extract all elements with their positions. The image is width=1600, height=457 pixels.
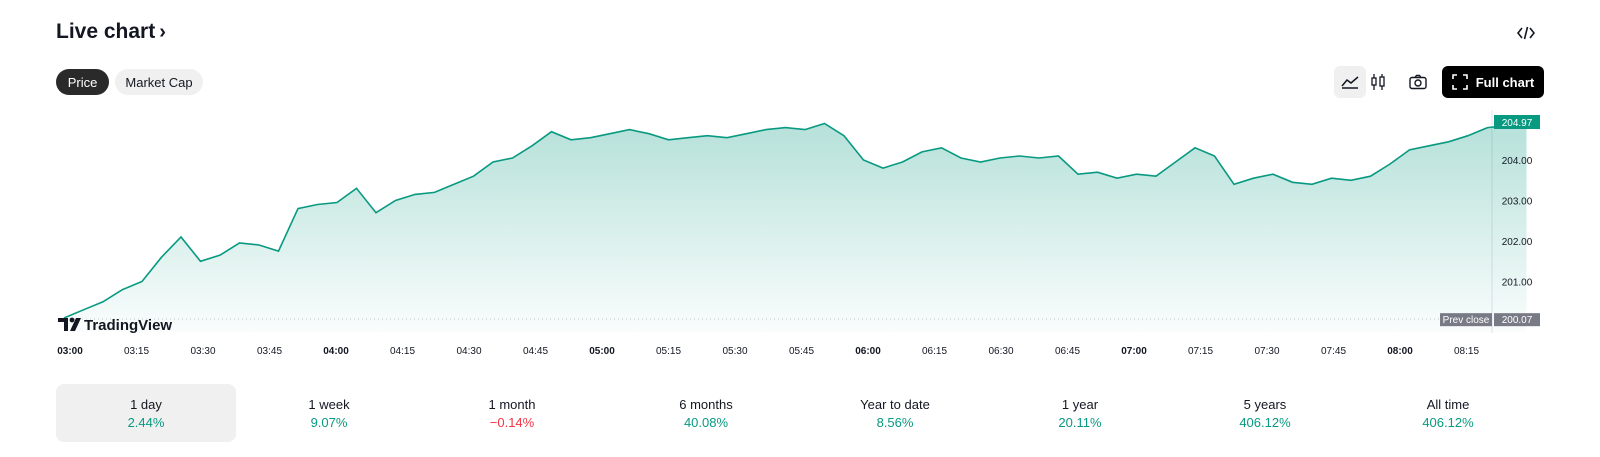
area-chart-button[interactable]	[1334, 66, 1366, 98]
period-tab[interactable]: All time 406.12%	[1358, 384, 1538, 442]
prev-close-tag	[1440, 313, 1492, 327]
code-icon[interactable]	[1512, 22, 1540, 44]
x-tick-label: 05:15	[656, 346, 681, 357]
period-tab[interactable]: 5 years 406.12%	[1175, 384, 1355, 442]
period-tab-label: 1 month	[488, 396, 536, 412]
x-tick-label: 08:15	[1454, 346, 1479, 357]
y-tick-label: 201.00	[1502, 278, 1533, 289]
period-tab-label: 5 years	[1243, 396, 1287, 412]
period-tab-label: 1 day	[130, 396, 162, 412]
period-tab-change: 8.56%	[876, 414, 914, 430]
price-line	[63, 120, 1527, 319]
x-tick-label: 03:15	[124, 346, 149, 357]
price-chart[interactable]: Prev close 200.07 204.97 204.00 203.00 202.00…	[0, 0, 1600, 370]
x-tick-label: 05:30	[722, 346, 747, 357]
prev-close-value-tag	[1494, 313, 1540, 327]
period-tab-change: 9.07%	[310, 414, 348, 430]
full-chart-button[interactable]: Full chart	[1442, 66, 1544, 98]
period-tab[interactable]: 1 year 20.11%	[990, 384, 1170, 442]
x-tick-label: 05:45	[789, 346, 814, 357]
price-toggle-label: Price	[67, 74, 98, 90]
full-chart-label: Full chart	[1475, 74, 1535, 90]
x-tick-label: 04:45	[523, 346, 548, 357]
candlestick-button[interactable]	[1362, 66, 1394, 98]
prev-close-value: 200.07	[1502, 315, 1533, 326]
period-tab[interactable]: 1 month −0.14%	[422, 384, 602, 442]
period-tab-change: 20.11%	[1058, 414, 1102, 430]
period-tab-change: 406.12%	[1422, 414, 1474, 430]
candlestick-icon	[1371, 74, 1385, 90]
period-tab-label: 1 year	[1061, 396, 1099, 412]
x-tick-label: 06:00	[855, 346, 881, 357]
area-chart-icon	[1341, 76, 1359, 89]
period-tab[interactable]: 1 week 9.07%	[239, 384, 419, 442]
y-tick-label: 203.00	[1502, 197, 1533, 208]
period-tab-label: Year to date	[860, 396, 930, 412]
page-title[interactable]: Live chart ›	[56, 20, 166, 44]
x-tick-label: 04:15	[390, 346, 415, 357]
x-tick-label: 08:00	[1387, 346, 1413, 357]
tradingview-logo-dot	[69, 317, 75, 323]
x-tick-label: 03:30	[190, 346, 215, 357]
x-tick-label: 07:45	[1321, 346, 1346, 357]
code-icon-svg	[1517, 26, 1535, 40]
chevron-right-icon: ›	[159, 20, 166, 43]
period-tab[interactable]: 6 months 40.08%	[616, 384, 796, 442]
period-tab[interactable]: 1 day 2.44%	[56, 384, 236, 442]
current-price-tag	[1494, 115, 1540, 129]
title-text: Live chart	[56, 20, 156, 43]
y-tick-label: 202.00	[1502, 237, 1533, 248]
tradingview-wordmark: TradingView	[84, 317, 172, 334]
period-tab-change: 2.44%	[127, 414, 165, 430]
market-cap-toggle-label: Market Cap	[125, 74, 193, 90]
price-toggle[interactable]: Price	[56, 69, 109, 95]
x-tick-label: 04:00	[323, 346, 349, 357]
tradingview-logo-slash	[70, 318, 81, 331]
y-tick-label: 204.00	[1502, 156, 1533, 167]
screenshot-button[interactable]	[1402, 66, 1434, 98]
x-tick-label: 07:00	[1121, 346, 1147, 357]
x-tick-label: 06:15	[922, 346, 947, 357]
x-tick-label: 06:45	[1055, 346, 1080, 357]
x-tick-label: 03:45	[257, 346, 282, 357]
x-tick-label: 07:15	[1188, 346, 1213, 357]
x-tick-label: 04:30	[456, 346, 481, 357]
period-tab-change: 406.12%	[1239, 414, 1291, 430]
period-tab-change: 40.08%	[683, 414, 729, 430]
period-tab-label: 6 months	[679, 396, 733, 412]
expand-icon	[1451, 74, 1468, 90]
x-tick-label: 05:00	[589, 346, 615, 357]
current-price-label: 204.97	[1502, 118, 1533, 129]
x-tick-label: 07:30	[1254, 346, 1279, 357]
market-cap-toggle[interactable]: Market Cap	[115, 69, 203, 95]
tradingview-logo-icon	[58, 318, 68, 331]
prev-close-label: Prev close	[1443, 315, 1490, 326]
period-tab-change: −0.14%	[489, 414, 535, 430]
x-tick-label: 03:00	[57, 346, 83, 357]
period-tab-label: 1 week	[308, 396, 350, 412]
x-tick-label: 06:30	[988, 346, 1013, 357]
period-tab[interactable]: Year to date 8.56%	[805, 384, 985, 442]
camera-icon	[1409, 74, 1427, 90]
period-tabs: 1 day 2.44% 1 week 9.07% 1 month −0.14% 6 mont…	[56, 384, 1546, 442]
price-area	[64, 121, 1527, 332]
period-tab-label: All time	[1426, 396, 1470, 412]
